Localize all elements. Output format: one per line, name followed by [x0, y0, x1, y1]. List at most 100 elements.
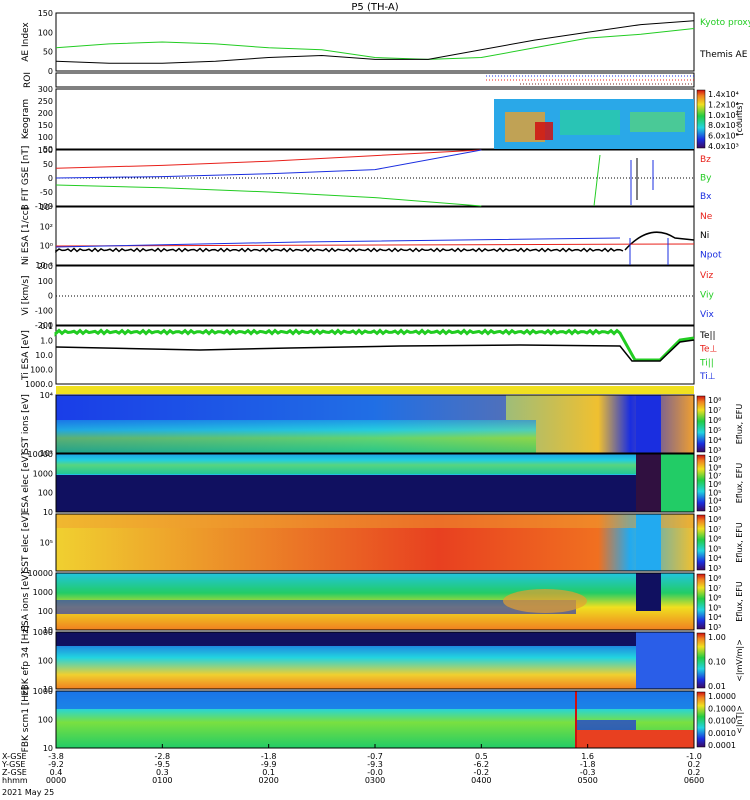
npot-line [55, 237, 669, 265]
ytick-keogram-4: 250 [38, 97, 53, 106]
footer-value-1-1: -9.5 [155, 760, 171, 769]
ni-line [55, 231, 695, 253]
panel-esa-elec [55, 453, 695, 513]
ytick-ae-3: 150 [38, 9, 53, 18]
cbar-tick-sst_elec-2: 10⁵ [708, 544, 721, 553]
footer-value-0-0: -3.8 [48, 752, 64, 761]
colorbar-esa_elec [696, 454, 706, 512]
ylabel-esa_ion: ESA ions [eV] [21, 571, 31, 632]
ytick-fbk_e-0: 10 [43, 685, 53, 694]
legend-bfield-2: Bx [700, 192, 712, 202]
panel-sst-ion [55, 394, 695, 454]
cbar-tick-esa_elec-0: 10³ [708, 505, 721, 514]
ytick-keogram-1: 100 [38, 133, 53, 142]
ytick-fbk_b-0: 10 [43, 744, 53, 753]
colorbar-sst_ion [696, 395, 706, 453]
footer-value-1-6: 0.2 [688, 760, 701, 769]
panel-bfield [55, 149, 695, 207]
ytick-velocity-2: 0 [48, 292, 53, 301]
cbar-tick-esa_ion-1: 10⁴ [708, 613, 721, 622]
ytick-temp-1: 100.0 [30, 366, 53, 375]
legend-ae-1: Themis AE [699, 50, 748, 60]
ytick-density-2: 10² [40, 222, 53, 231]
cbar-label-keogram: [counts] [735, 103, 744, 136]
cbar-tick-keogram-5: 1.4x10⁴ [708, 90, 739, 99]
panel-fbk-b [55, 690, 695, 749]
cbar-tick-sst_ion-2: 10⁵ [708, 426, 721, 435]
colorbar-keogram [696, 89, 706, 149]
ytick-keogram-2: 150 [38, 121, 53, 130]
footer-value-0-6: -1.0 [686, 752, 702, 761]
cbar-tick-esa_elec-5: 10⁸ [708, 463, 721, 472]
b-series-2 [55, 149, 482, 179]
cbar-tick-esa_ion-4: 10⁷ [708, 584, 721, 593]
cbar-label-fbk_e: <|mV/m|> [735, 639, 744, 682]
cbar-tick-sst_elec-4: 10⁷ [708, 525, 721, 534]
cbar-tick-fbk_b-2: 0.0100 [708, 717, 736, 726]
ylabel-fbk_b: FBK scm1 [Hz] [21, 687, 31, 753]
footer-value-2-1: 0.3 [156, 768, 169, 777]
ytick-velocity-4: 200 [38, 262, 53, 271]
panel-density [55, 206, 695, 266]
footer-label-0: X-GSE [2, 752, 27, 761]
legend-velocity-0: Viz [700, 271, 713, 281]
footer-value-1-5: -1.8 [580, 760, 596, 769]
legend-temp-1: Te⊥ [699, 345, 718, 355]
ytick-esa_ion-3: 10000 [28, 569, 53, 578]
ytick-sst_ion-0: 10² [40, 449, 53, 458]
legend-bfield-0: Bz [700, 155, 711, 165]
ylabel-density: Ni ESA [1/cc] [21, 207, 31, 265]
footer-value-2-0: 0.4 [50, 768, 63, 777]
ytick-velocity-1: -100 [35, 306, 53, 315]
cbar-label-sst_ion: Eflux, EFU [735, 404, 744, 445]
colorbar-fbk_b [696, 691, 706, 748]
footer-value-2-6: 0.2 [688, 768, 701, 777]
ylabel-temp: Ti ESA [eV] [21, 330, 31, 381]
cbar-tick-sst_elec-5: 10⁸ [708, 515, 721, 524]
ae-series-0 [55, 28, 695, 60]
cbar-tick-esa_elec-1: 10⁴ [708, 497, 721, 506]
panel-sst-elec [55, 513, 695, 572]
ytick-esa_ion-1: 100 [38, 607, 53, 616]
cbar-tick-sst_ion-0: 10³ [708, 446, 721, 455]
cbar-tick-sst_ion-3: 10⁶ [708, 416, 721, 425]
ytick-ae-2: 100 [38, 28, 53, 37]
ylabel-keogram: Keogram [21, 99, 31, 139]
ytick-bfield-0: -100 [35, 202, 53, 211]
ytick-fbk_e-2: 1000 [33, 628, 53, 637]
cbar-tick-esa_ion-2: 10⁵ [708, 603, 721, 612]
ylabel-fbk_e: FBK efp 34 [Hz] [21, 625, 31, 695]
footer-value-1-3: -9.3 [367, 760, 383, 769]
cbar-tick-keogram-0: 4.0x10³ [708, 142, 739, 151]
ytick-esa_elec-3: 10000 [28, 450, 53, 459]
cbar-tick-sst_ion-4: 10⁷ [708, 406, 721, 415]
ytick-velocity-0: -200 [35, 321, 53, 330]
footer-label-3: hhmm [2, 776, 28, 785]
panel-ae [55, 12, 695, 72]
ylabel-ae: AE Index [21, 22, 31, 62]
cbar-tick-sst_elec-3: 10⁶ [708, 535, 721, 544]
legend-density-2: Npot [700, 250, 722, 260]
footer-value-2-3: -0.0 [367, 768, 383, 777]
ylabel-esa_elec: ESA elec [eV] [21, 453, 31, 514]
cbar-tick-esa_ion-0: 10³ [708, 623, 721, 632]
panel-roi [55, 72, 695, 88]
cbar-tick-fbk_e-1: 0.10 [708, 658, 726, 667]
cbar-tick-keogram-2: 8.0x10³ [708, 121, 739, 130]
ytick-keogram-0: 50 [43, 145, 53, 154]
cbar-tick-esa_elec-2: 10⁵ [708, 488, 721, 497]
cbar-label-esa_ion: Eflux, EFU [735, 581, 744, 622]
ytick-density-3: 10⁴ [40, 203, 53, 212]
ytick-fbk_b-2: 1000 [33, 687, 53, 696]
footer-label-1: Y-GSE [1, 760, 25, 769]
footer-value-3-4: 0400 [471, 776, 491, 785]
ylabel-sst_ion: SST ions [eV] [21, 394, 31, 454]
ae-plot-area [55, 20, 695, 64]
ytick-ae-1: 50 [43, 48, 53, 57]
ytick-velocity-3: 100 [38, 277, 53, 286]
ylabel-bfield: B FIT GSE [nT] [21, 146, 31, 211]
cbar-tick-esa_ion-3: 10⁶ [708, 594, 721, 603]
footer-value-2-4: -0.2 [474, 768, 490, 777]
colorbar-sst_elec [696, 514, 706, 571]
